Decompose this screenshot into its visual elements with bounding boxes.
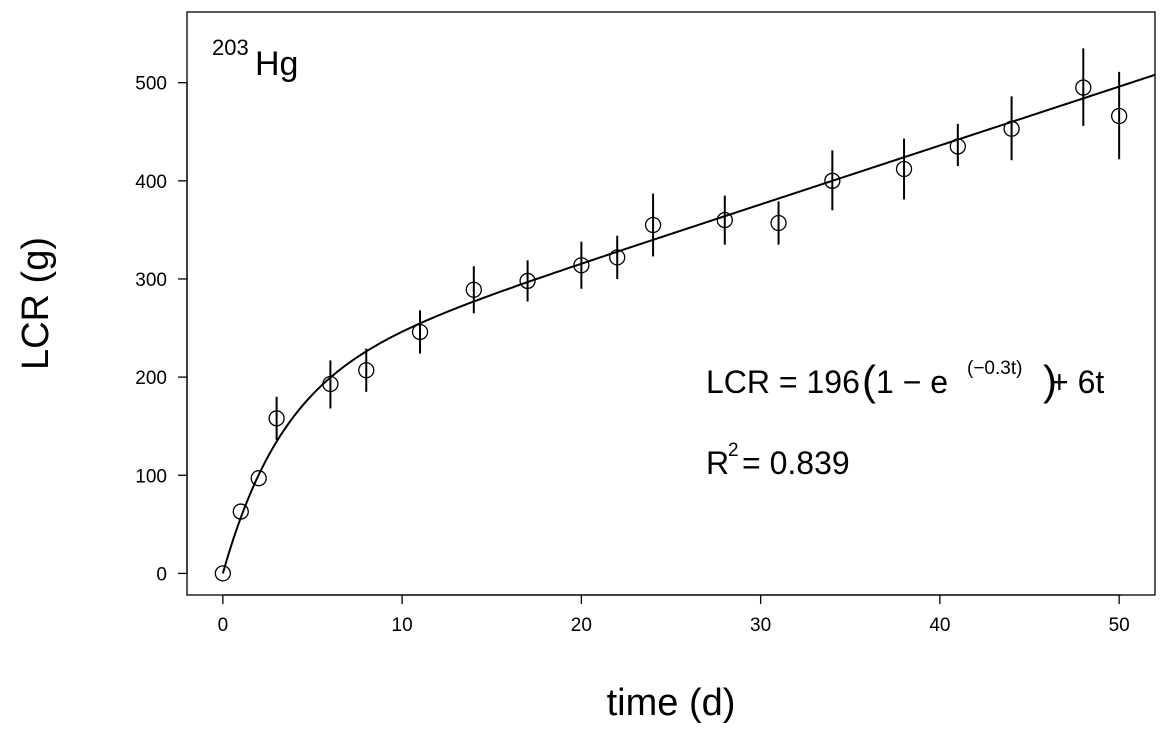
x-axis: 0 10 20 30 40 50: [218, 594, 1130, 636]
fit-equation-exponent: (−0.3t): [967, 358, 1022, 379]
plot-frame: [186, 11, 1156, 596]
fit-equation-paren-open: (: [862, 357, 876, 404]
data-points: [214, 48, 1128, 582]
data-point: [609, 249, 626, 266]
y-tick-label: 200: [135, 368, 167, 389]
y-tick-label: 500: [135, 74, 167, 95]
data-point: [519, 272, 536, 290]
fit-curve: [221, 73, 1156, 574]
isotope-mass-number: 203: [212, 35, 249, 60]
y-tick-label: 300: [135, 270, 167, 291]
x-tick-label: 0: [218, 615, 229, 636]
data-point: [250, 470, 267, 487]
fit-equation-suffix: + 6t: [1050, 364, 1104, 400]
fit-equation-paren-close: ): [1043, 357, 1057, 404]
fit-equation: LCR = 196 ( 1 − e (−0.3t) ) + 6t: [706, 357, 1104, 404]
data-point: [770, 214, 787, 232]
data-point: [358, 362, 375, 379]
fit-equation-one-minus-e: 1 − e: [876, 364, 948, 400]
y-axis-title: LCR (g): [15, 237, 57, 370]
y-axis-ticks: 0 100 200 300 400 500: [135, 74, 187, 585]
x-tick-label: 20: [571, 615, 592, 636]
r-squared: R 2 = 0.839: [706, 440, 850, 481]
fit-equation-prefix: LCR = 196: [706, 364, 860, 400]
data-point: [1003, 120, 1020, 137]
y-tick-label: 400: [135, 172, 167, 193]
data-point: [465, 281, 482, 298]
r-squared-base: R: [706, 445, 729, 481]
r-squared-value: = 0.839: [742, 445, 850, 481]
data-point: [411, 323, 429, 341]
isotope-symbol: Hg: [255, 45, 298, 83]
isotope-label: 203 Hg: [212, 35, 298, 83]
x-axis-ticks: 0 10 20 30 40 50: [218, 595, 1130, 636]
data-point: [949, 138, 966, 155]
y-tick-label: 0: [156, 564, 167, 585]
y-axis: 0 100 200 300 400 500: [135, 74, 188, 585]
x-tick-label: 10: [392, 615, 413, 636]
data-point: [644, 216, 662, 234]
data-point: [214, 565, 232, 582]
data-point: [716, 211, 733, 229]
x-tick-label: 40: [929, 615, 950, 636]
data-point: [824, 172, 841, 189]
r-squared-superscript: 2: [728, 440, 739, 461]
data-point: [268, 410, 285, 427]
data-point: [573, 257, 590, 274]
data-point: [322, 375, 339, 393]
data-point: [1075, 79, 1092, 96]
data-point: [895, 160, 913, 178]
y-tick-label: 100: [135, 466, 167, 487]
data-point: [1110, 107, 1128, 125]
x-tick-label: 50: [1109, 615, 1130, 636]
x-axis-title: time (d): [607, 682, 736, 724]
x-tick-label: 30: [750, 615, 771, 636]
data-point: [232, 503, 249, 520]
